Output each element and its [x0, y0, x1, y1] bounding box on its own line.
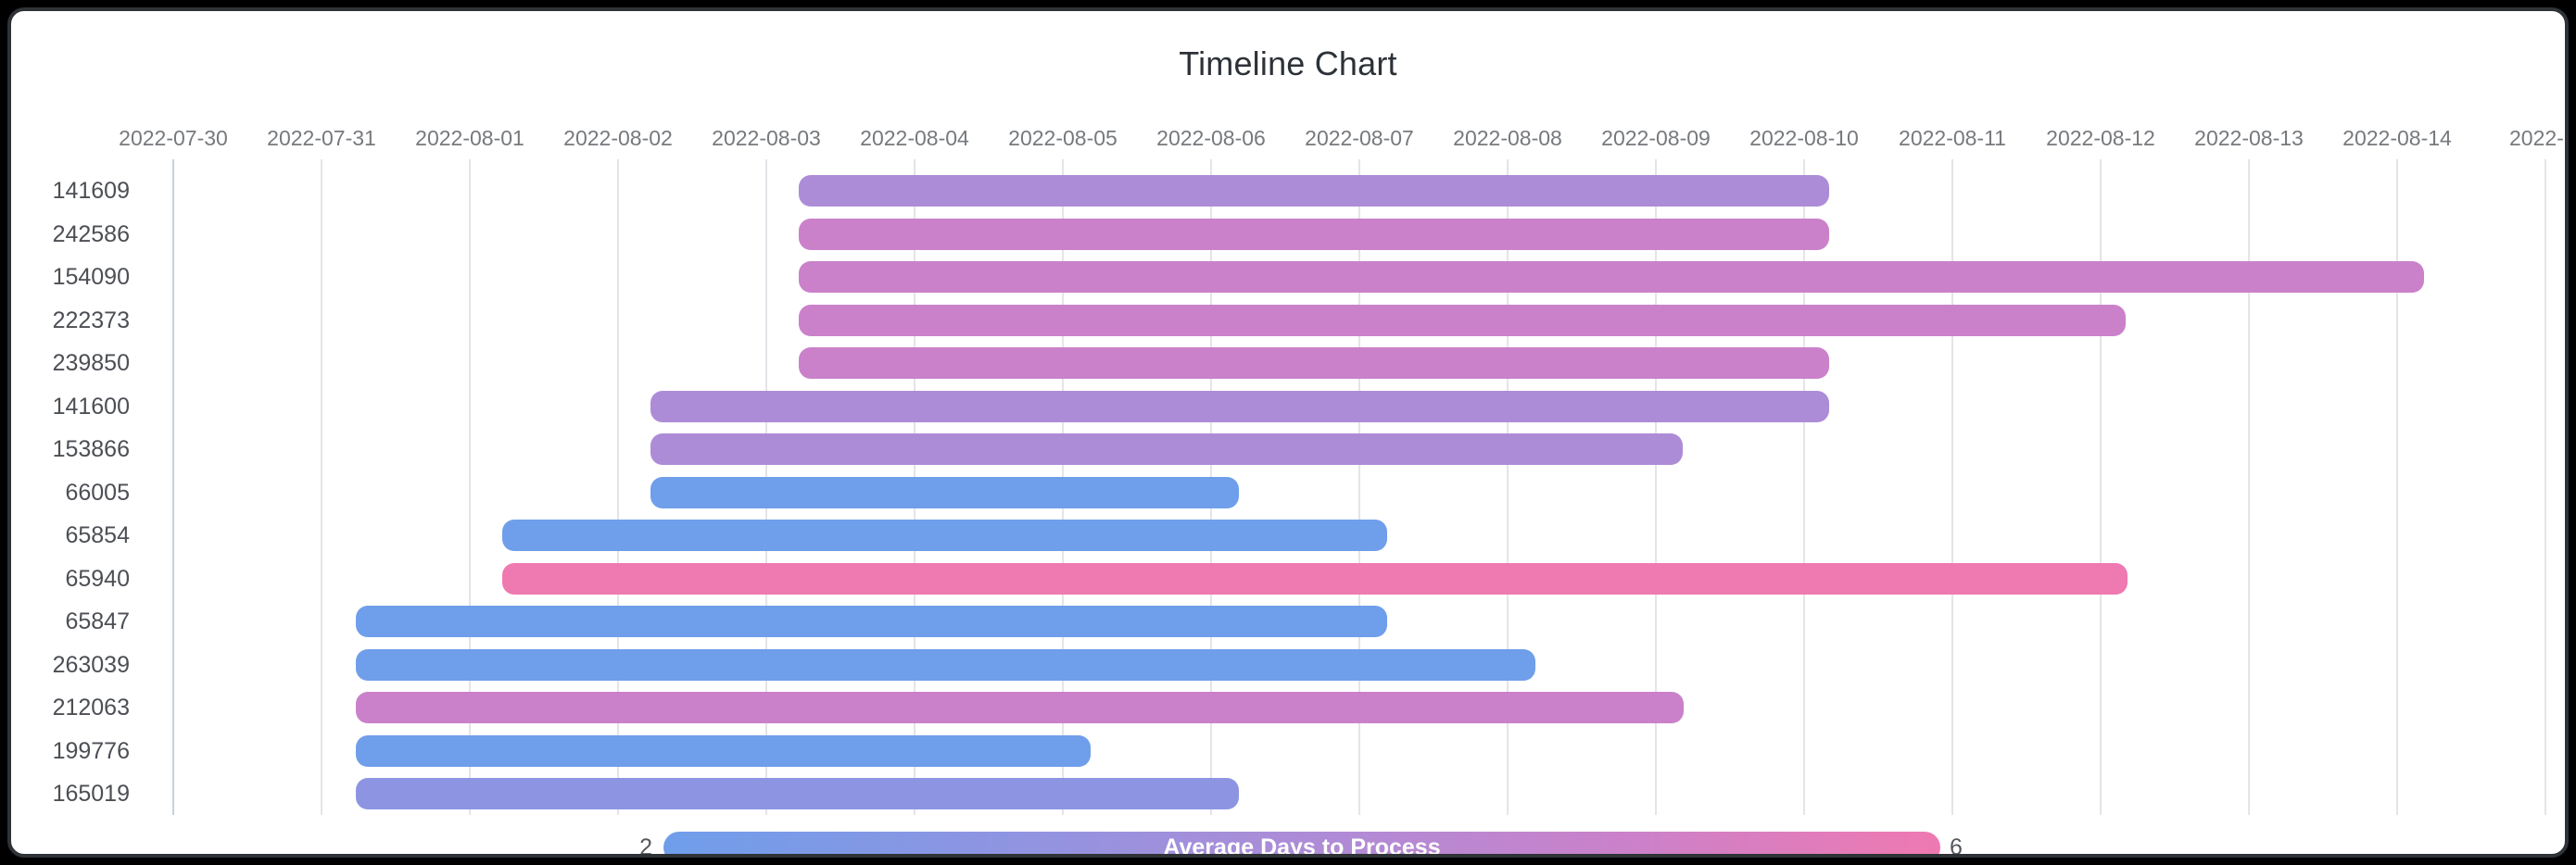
- chart-title: Timeline Chart: [1179, 44, 1397, 82]
- gridline: [469, 159, 471, 815]
- x-tick-label: 2022-08-09: [1601, 126, 1711, 150]
- timeline-bar[interactable]: [502, 562, 2128, 595]
- x-tick-label: 2022-08-08: [1453, 126, 1562, 150]
- row-label: 242586: [52, 220, 130, 247]
- gridline: [2544, 159, 2546, 815]
- timeline-bar[interactable]: [355, 606, 1388, 637]
- timeline-bar[interactable]: [799, 304, 2127, 336]
- gridline: [1358, 159, 1360, 815]
- row-label: 154090: [52, 264, 130, 290]
- gridline: [172, 159, 174, 815]
- timeline-bar[interactable]: [502, 520, 1388, 551]
- timeline-bar[interactable]: [799, 218, 1830, 250]
- legend-min-value: 2: [639, 834, 652, 858]
- chart-card: Timeline Chart 2022-07-30 2022-07-31 2022-…: [7, 7, 2569, 858]
- gridline: [617, 159, 619, 815]
- timeline-bar[interactable]: [650, 476, 1240, 508]
- row-label: 66005: [65, 479, 130, 506]
- row-label: 65854: [65, 522, 130, 548]
- timeline-bar[interactable]: [355, 692, 1685, 723]
- x-tick-label: 2022-07-30: [119, 126, 228, 150]
- timeline-bar[interactable]: [650, 433, 1683, 465]
- gridline: [1655, 159, 1657, 815]
- x-tick-label: 2022-08-11: [1899, 126, 2006, 150]
- row-label: 222373: [52, 307, 130, 333]
- legend-gradient-bar: Average Days to Process: [663, 832, 1940, 858]
- row-label: 212063: [52, 695, 130, 721]
- x-tick-label: 2022-...: [2509, 126, 2569, 150]
- gridline: [1803, 159, 1805, 815]
- x-tick-label: 2022-08-10: [1749, 126, 1859, 150]
- row-label: 239850: [52, 350, 130, 376]
- gridline: [1951, 159, 1953, 815]
- timeline-bar[interactable]: [355, 734, 1092, 767]
- timeline-bar[interactable]: [799, 175, 1830, 207]
- gridline: [2248, 159, 2250, 815]
- legend-max-value: 6: [1950, 834, 1963, 858]
- x-tick-label: 2022-08-12: [2046, 126, 2155, 150]
- gridline: [2100, 159, 2102, 815]
- x-tick-label: 2022-08-05: [1008, 126, 1118, 150]
- row-label: 153866: [52, 436, 130, 462]
- legend-label: Average Days to Process: [1163, 834, 1441, 858]
- x-tick-label: 2022-07-31: [267, 126, 376, 150]
- gridline: [2396, 159, 2398, 815]
- row-label: 141609: [52, 178, 130, 204]
- gridline: [321, 159, 322, 815]
- x-tick-label: 2022-08-14: [2342, 126, 2452, 150]
- row-label: 263039: [52, 651, 130, 678]
- x-tick-label: 2022-08-06: [1156, 126, 1266, 150]
- x-tick-label: 2022-08-02: [563, 126, 673, 150]
- x-tick-label: 2022-08-01: [415, 126, 524, 150]
- row-label: 199776: [52, 737, 130, 764]
- x-tick-label: 2022-08-13: [2194, 126, 2304, 150]
- x-tick-label: 2022-08-07: [1305, 126, 1414, 150]
- row-label: 65847: [65, 608, 130, 634]
- x-tick-label: 2022-08-04: [860, 126, 969, 150]
- timeline-bar[interactable]: [650, 390, 1830, 422]
- timeline-bar[interactable]: [355, 778, 1240, 809]
- row-label: 165019: [52, 781, 130, 807]
- row-label: 65940: [65, 565, 130, 592]
- timeline-bar[interactable]: [799, 261, 2424, 293]
- timeline-bar[interactable]: [799, 347, 1830, 379]
- x-tick-label: 2022-08-03: [712, 126, 821, 150]
- timeline-bar[interactable]: [355, 648, 1536, 681]
- row-label: 141600: [52, 393, 130, 420]
- gridline: [1507, 159, 1509, 815]
